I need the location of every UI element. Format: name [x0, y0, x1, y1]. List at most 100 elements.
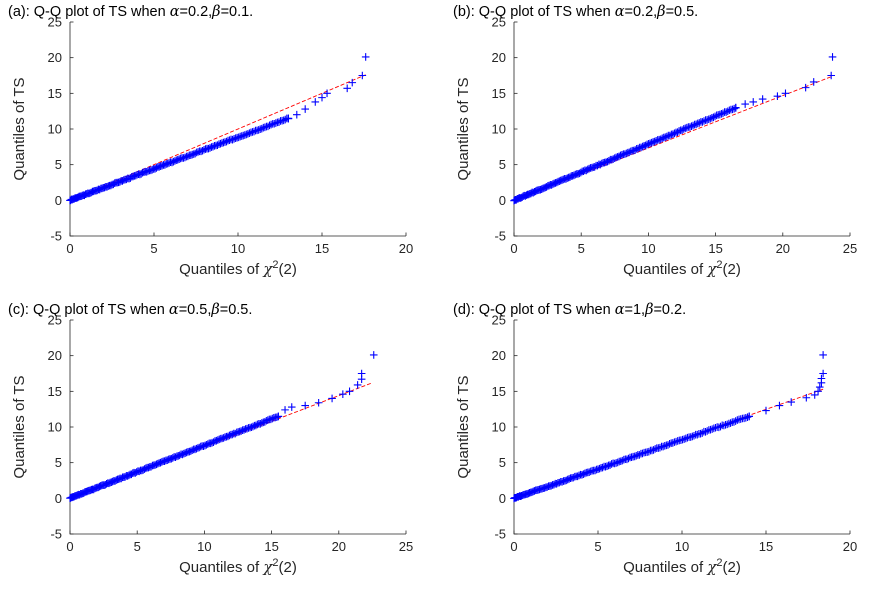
qq-tail-point: [745, 412, 753, 421]
qq-point: [632, 451, 641, 460]
qq-point: [720, 421, 728, 430]
qq-point: [722, 108, 730, 116]
xlabel-text: Quantiles of: [623, 559, 707, 576]
qq-point: [698, 118, 707, 126]
qq-tail-point: [357, 369, 366, 378]
qq-point: [272, 119, 280, 127]
title-prefix: (b): Q-Q plot of TS when: [453, 4, 615, 20]
qq-point: [673, 128, 682, 137]
qq-plot-b: (b): Q-Q plot of TS when α=0.2,β=0.5. 0 5 1…: [453, 4, 857, 278]
beta-value: =0.5.: [220, 302, 253, 318]
chi-symbol: χ: [706, 558, 717, 576]
qq-tail-point: [819, 351, 827, 359]
x-tick-label: 5: [134, 539, 141, 554]
qq-point: [669, 439, 677, 447]
qq-point: [731, 417, 740, 425]
chi-superscript: 2: [272, 259, 278, 271]
qq-point: [683, 123, 691, 132]
alpha-value: =0.2,: [180, 4, 213, 20]
y-tick-label: 10: [48, 420, 62, 435]
beta-value: =0.2.: [653, 302, 686, 318]
qq-markers: [510, 53, 837, 205]
beta-value: =0.1.: [221, 4, 254, 20]
y-tick-label: 0: [55, 491, 62, 506]
qq-plot-d: (d): Q-Q plot of TS when α=1,β=0.2. 0 5 10 1…: [453, 302, 857, 576]
qq-tail-point: [343, 84, 351, 93]
y-tick-label: 5: [499, 157, 506, 172]
qq-point: [267, 120, 275, 129]
qq-point: [680, 435, 688, 443]
y-tick-label: 25: [492, 15, 506, 30]
x-tick-label: 5: [150, 241, 157, 256]
qq-point: [656, 443, 664, 452]
xlabel-text: Quantiles of: [179, 261, 263, 278]
y-tick-label: 0: [499, 193, 506, 208]
x-tick-label: 0: [66, 539, 73, 554]
qq-point: [624, 454, 633, 463]
qq-point: [264, 122, 272, 131]
qq-tail-point: [301, 105, 309, 113]
x-tick-label: 0: [510, 241, 517, 256]
y-axis-label: Quantiles of TS: [11, 77, 28, 180]
chi-symbol: χ: [262, 260, 273, 278]
y-tick-label: 25: [48, 313, 62, 328]
y-tick-label: 15: [48, 384, 62, 399]
xlabel-tail: (2): [279, 559, 297, 576]
qq-point: [730, 104, 738, 113]
qq-point: [693, 430, 702, 439]
qq-point: [638, 449, 647, 458]
plot-title: (c): Q-Q plot of TS when α=0.5,β=0.5.: [8, 302, 252, 318]
qq-point: [689, 121, 697, 130]
qq-tail-point: [358, 71, 367, 80]
y-tick-label: 5: [55, 455, 62, 470]
qq-tail-point: [775, 401, 784, 410]
xlabel-tail: (2): [279, 261, 297, 278]
y-axis-label: Quantiles of TS: [455, 77, 472, 180]
qq-point: [679, 125, 688, 133]
qq-point: [649, 446, 658, 454]
x-tick-label: 10: [197, 539, 211, 554]
beta-symbol: β: [644, 302, 653, 318]
qq-tail-point: [345, 387, 354, 396]
qq-point: [681, 124, 690, 133]
y-tick-label: -5: [494, 527, 506, 542]
qq-point: [711, 112, 719, 121]
qq-point: [692, 120, 700, 129]
y-tick-label: 10: [492, 122, 506, 137]
x-tick-label: 20: [332, 539, 346, 554]
title-prefix: (c): Q-Q plot of TS when: [8, 302, 169, 318]
x-tick-label: 5: [594, 539, 601, 554]
alpha-symbol: α: [615, 302, 625, 318]
qq-point: [630, 452, 639, 461]
qq-point: [719, 109, 727, 118]
x-tick-label: 15: [759, 539, 773, 554]
qq-tail-point: [301, 401, 309, 410]
qq-tail-point: [311, 98, 320, 106]
y-tick-label: 15: [492, 86, 506, 101]
qq-tail-point: [741, 100, 749, 108]
qq-point: [261, 123, 269, 132]
qq-markers: [66, 351, 378, 502]
x-tick-label: 15: [708, 241, 722, 256]
qq-tail-point: [328, 394, 336, 403]
qq-point: [698, 429, 707, 437]
qq-tail-point: [758, 95, 767, 103]
qq-plot-a: (a): Q-Q plot of TS when α=0.2,β=0.1. 0 5 1…: [8, 4, 413, 278]
x-tick-label: 0: [66, 241, 73, 256]
axes-frame: [69, 320, 406, 535]
qq-point: [743, 413, 752, 422]
y-tick-label: 10: [48, 122, 62, 137]
qq-point: [281, 115, 290, 124]
chi-symbol: χ: [706, 260, 717, 278]
x-tick-label: 10: [231, 241, 245, 256]
y-tick-label: -5: [50, 527, 62, 542]
qq-point: [730, 418, 738, 426]
y-tick-label: 15: [492, 384, 506, 399]
qq-point: [686, 433, 695, 441]
x-axis-label: Quantiles of χ2(2): [623, 557, 741, 576]
xlabel-text: Quantiles of: [179, 559, 263, 576]
qq-point: [726, 419, 735, 427]
qq-point: [728, 105, 737, 114]
qq-point: [254, 126, 263, 134]
